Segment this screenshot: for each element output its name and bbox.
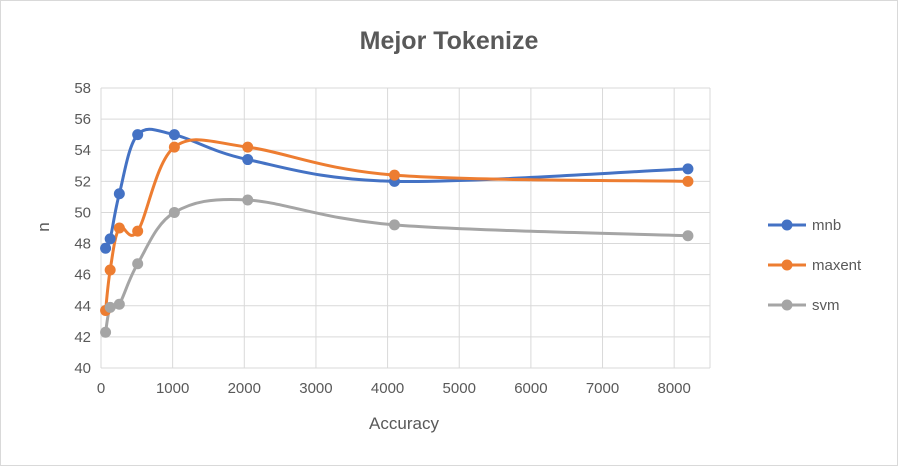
chart-title: Mejor Tokenize (360, 27, 539, 55)
x-tick-label: 6000 (514, 380, 547, 397)
y-axis-title: n (34, 222, 53, 231)
legend-label-mnb: mnb (812, 217, 841, 234)
data-point-mnb (100, 242, 112, 254)
legend-marker-svm (781, 299, 793, 311)
data-point-mnb (682, 163, 694, 175)
data-point-maxent (388, 169, 400, 181)
data-point-mnb (242, 154, 254, 166)
y-tick-label: 58 (74, 80, 91, 97)
x-tick-label: 8000 (657, 380, 690, 397)
data-point-maxent (682, 175, 694, 187)
x-axis-title: Accuracy (369, 414, 439, 433)
series-points (100, 129, 694, 338)
y-tick-label: 50 (74, 204, 91, 221)
x-tick-label: 5000 (443, 380, 476, 397)
series-line-maxent (104, 138, 690, 312)
data-point-maxent (104, 264, 116, 276)
data-point-svm (682, 230, 694, 242)
x-tick-label: 1000 (156, 380, 189, 397)
data-point-maxent (113, 222, 125, 234)
y-tick-label: 52 (74, 173, 91, 190)
x-tick-label: 7000 (586, 380, 619, 397)
x-tick-label: 2000 (228, 380, 261, 397)
data-point-mnb (168, 129, 180, 141)
series-line-mnb (104, 127, 690, 250)
data-point-svm (113, 298, 125, 310)
data-point-svm (100, 326, 112, 338)
y-tick-label: 56 (74, 111, 91, 128)
legend: mnb maxent svm (768, 217, 862, 314)
data-point-mnb (132, 129, 144, 141)
legend-label-maxent: maxent (812, 257, 862, 274)
data-point-maxent (242, 141, 254, 153)
data-point-svm (104, 301, 116, 313)
data-point-svm (388, 219, 400, 231)
y-tick-label: 42 (74, 329, 91, 346)
legend-marker-maxent (781, 259, 793, 271)
data-point-svm (132, 258, 144, 270)
y-tick-label: 54 (74, 142, 91, 159)
legend-label-svm: svm (812, 297, 840, 314)
y-tick-label: 48 (74, 236, 91, 253)
grid (100, 87, 711, 369)
axis-ticks: 40 42 44 46 48 50 52 54 56 58 0 1000 2000 3000 4000 500… (74, 80, 691, 397)
data-point-maxent (168, 141, 180, 153)
y-tick-label: 46 (74, 267, 91, 284)
legend-marker-mnb (781, 219, 793, 231)
x-tick-label: 0 (97, 380, 105, 397)
x-tick-label: 4000 (371, 380, 404, 397)
series-lines (104, 127, 690, 334)
y-tick-label: 40 (74, 360, 91, 377)
data-point-svm (168, 206, 180, 218)
data-point-mnb (104, 233, 116, 245)
data-point-svm (242, 194, 254, 206)
data-point-mnb (113, 188, 125, 200)
data-point-maxent (132, 225, 144, 237)
x-tick-label: 3000 (299, 380, 332, 397)
series-line-svm (104, 198, 690, 334)
y-tick-label: 44 (74, 298, 91, 315)
